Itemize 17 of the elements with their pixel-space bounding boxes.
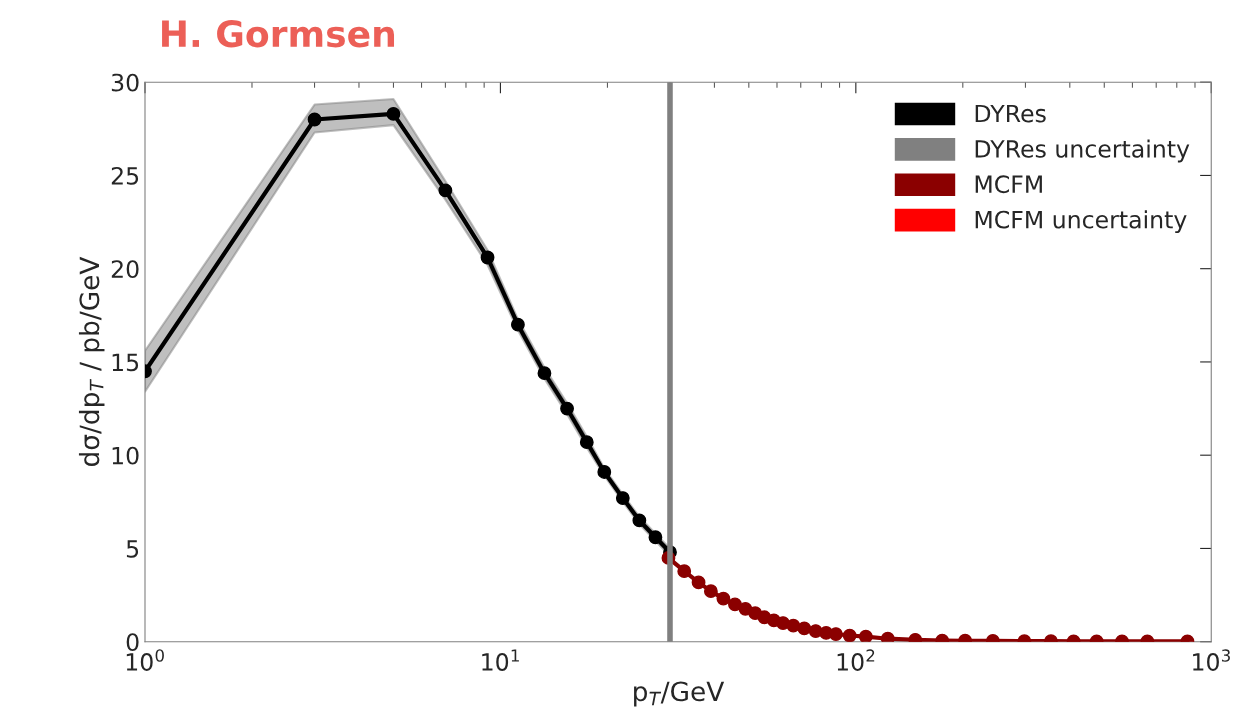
legend-label: DYRes uncertainty	[975, 139, 1190, 163]
legend-label: MCFM uncertainty	[975, 210, 1187, 234]
y-tick-label: 30	[111, 73, 139, 92]
legend-label: MCFM	[975, 175, 1042, 194]
x-tick-label: 10$^{3}$	[1193, 649, 1230, 671]
x-axis-title: p$_{T}$/GeV	[634, 681, 725, 707]
y-tick-label: 15	[112, 353, 139, 372]
x-tick-label: 10$^{1}$	[482, 649, 519, 671]
legend-label: DYRes	[975, 104, 1046, 123]
y-tick-label: 0	[126, 633, 139, 651]
y-tick-label: 10	[112, 446, 139, 465]
y-tick-label: 25	[111, 166, 139, 185]
y-tick-label: 20	[111, 260, 139, 278]
x-tick-label: 10$^{2}$	[837, 649, 875, 671]
chart-title: H. Gormsen	[162, 20, 395, 48]
y-tick-label: 5	[126, 540, 139, 558]
y-axis-title: dσ/dp$_{T}$ / pb/GeV	[78, 256, 105, 467]
